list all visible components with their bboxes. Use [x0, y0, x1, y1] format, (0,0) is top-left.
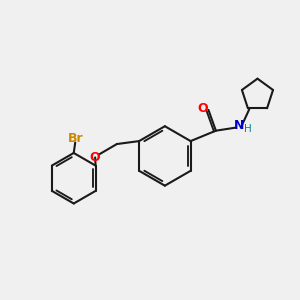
Text: N: N: [234, 119, 244, 132]
Text: O: O: [198, 102, 208, 115]
Text: O: O: [90, 151, 101, 164]
Text: H: H: [244, 124, 251, 134]
Text: Br: Br: [68, 132, 83, 145]
